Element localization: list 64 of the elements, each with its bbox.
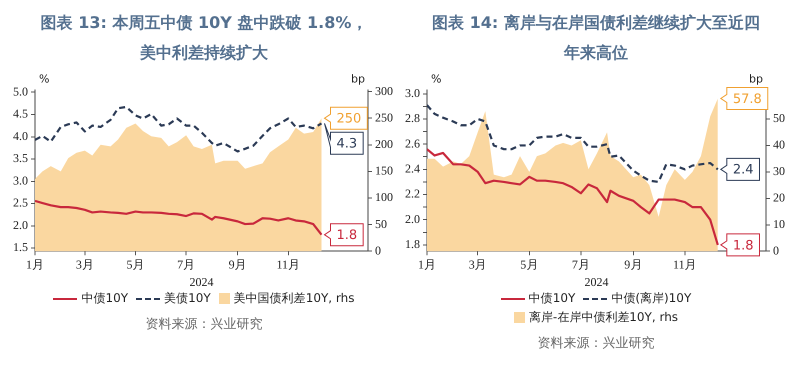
y-tick-label: 2.0 (405, 212, 420, 226)
y2-tick-label: 0 (375, 243, 381, 258)
y2-tick-label: 300 (375, 84, 393, 98)
y-axis-title: % (39, 72, 50, 86)
y-tick-label: 4.0 (13, 128, 28, 143)
y2-tick-label: 200 (375, 136, 393, 151)
data-label: 1.8 (336, 228, 358, 244)
legend-label: 中债(离岸)10Y (611, 290, 692, 307)
data-label: 57.8 (732, 92, 762, 107)
y2-tick-label: 30 (773, 164, 785, 178)
line-series (35, 106, 323, 153)
legend-label: 美中国债利差10Y, rhs (234, 290, 355, 307)
text: 资料来源：兴业研究 (146, 316, 262, 333)
y2-axis-title: bp (749, 72, 764, 86)
y-tick-label: 5.0 (13, 84, 28, 98)
y-tick-label: 2.6 (405, 136, 420, 150)
chart-title: 图表 13: 本周五中债 10Y 盘中跌破 1.8%，美中利差持续扩大 (40, 12, 368, 64)
y-tick-label: 2.2 (405, 186, 420, 201)
y2-tick-label: 0 (773, 243, 779, 258)
y-tick-label: 3.5 (13, 151, 28, 166)
y-tick-label: 2.5 (13, 196, 28, 210)
x-tick-label: 9月 (624, 258, 642, 272)
data-label: 1.8 (732, 238, 754, 254)
x-tick-label: 5月 (520, 258, 538, 272)
x-tick-label: 7月 (177, 258, 196, 272)
legend-label: 美债10Y (164, 290, 211, 307)
x-tick-label: 9月 (228, 258, 247, 272)
y-tick-label: 1.8 (405, 237, 420, 252)
data-label: 250 (336, 112, 362, 127)
x-tick-label: 1月 (418, 258, 436, 272)
x-axis-title: 2024 (190, 274, 214, 289)
y-tick-label: 2.4 (405, 161, 420, 176)
y2-tick-label: 150 (375, 164, 393, 178)
y2-axis-title: bp (351, 72, 366, 86)
x-axis-title: 2024 (584, 274, 608, 289)
data-label: 4.3 (336, 136, 358, 152)
y-tick-label: 2.8 (405, 111, 420, 126)
x-tick-label: 11月 (276, 258, 300, 272)
x-tick-label: 1月 (26, 258, 44, 272)
y2-tick-label: 250 (375, 110, 393, 124)
y2-tick-label: 50 (773, 111, 785, 126)
y2-tick-label: 40 (773, 138, 785, 152)
y2-tick-label: 10 (773, 216, 785, 231)
y2-tick-label: 50 (375, 216, 387, 231)
legend-label: 中债10Y (528, 290, 576, 307)
x-tick-label: 3月 (468, 258, 487, 272)
x-tick-label: 11月 (673, 258, 697, 272)
x-tick-label: 5月 (126, 258, 144, 272)
y2-tick-label: 100 (375, 190, 393, 204)
y2-tick-label: 20 (773, 190, 785, 205)
y-tick-label: 3.0 (13, 173, 28, 188)
chart-title: 图表 14: 离岸与在岸国债利差继续扩大至近四年来高位 (431, 12, 761, 64)
y-tick-label: 4.5 (13, 106, 28, 121)
text: 资料来源：兴业研究 (538, 335, 654, 352)
x-tick-label: 7月 (572, 258, 590, 272)
line-series (427, 104, 719, 184)
y-axis-title: % (431, 72, 442, 86)
x-tick-label: 3月 (76, 258, 94, 272)
legend-label: 中债10Y (81, 290, 128, 307)
y-tick-label: 3.0 (405, 86, 420, 100)
y-tick-label: 2.0 (13, 218, 28, 232)
y-tick-label: 1.5 (13, 240, 28, 254)
legend-label: 离岸-在岸中债利差10Y, rhs (528, 309, 678, 326)
data-label: 2.4 (732, 162, 754, 178)
